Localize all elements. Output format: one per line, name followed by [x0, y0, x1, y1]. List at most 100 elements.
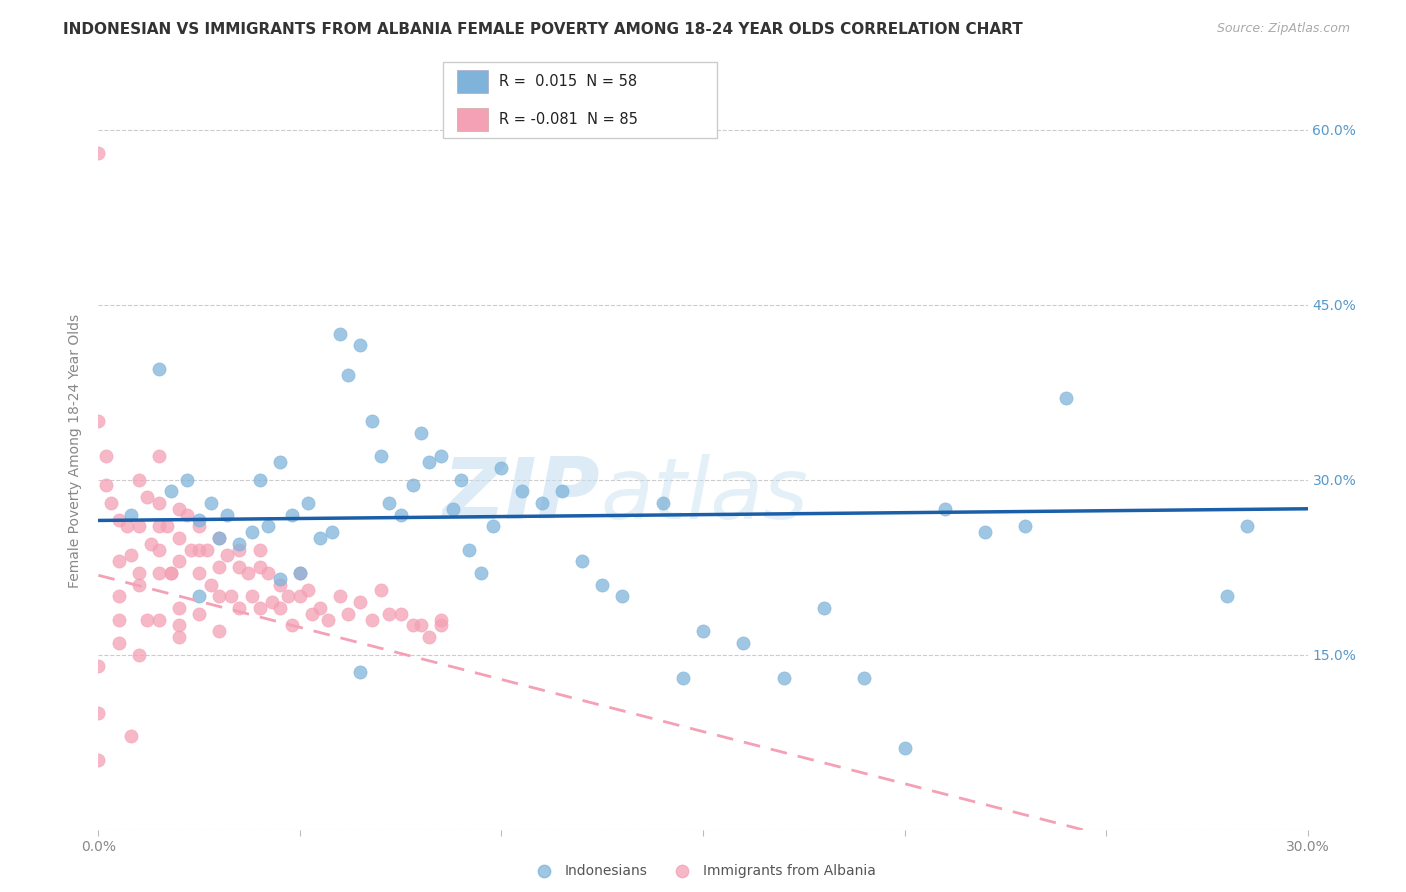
Point — [470, 566, 492, 580]
Point — [236, 566, 259, 580]
Point — [167, 618, 190, 632]
Point — [221, 589, 243, 603]
Point — [430, 450, 453, 464]
Point — [672, 671, 695, 685]
Point — [441, 501, 464, 516]
Point — [651, 496, 673, 510]
Point — [87, 146, 110, 161]
Point — [148, 566, 170, 580]
Point — [853, 671, 876, 685]
Point — [269, 577, 291, 591]
Point — [188, 589, 211, 603]
Point — [281, 508, 304, 522]
Point — [160, 566, 183, 580]
Point — [510, 484, 533, 499]
Point — [571, 554, 593, 568]
Point — [934, 501, 956, 516]
Point — [167, 501, 190, 516]
Point — [195, 542, 218, 557]
Point — [188, 566, 211, 580]
Point — [337, 368, 360, 382]
Point — [107, 513, 129, 527]
Point — [277, 589, 299, 603]
Point — [188, 513, 211, 527]
Point — [370, 450, 392, 464]
Point — [107, 554, 129, 568]
Point — [228, 537, 250, 551]
Point — [128, 648, 150, 662]
Point — [409, 618, 432, 632]
Point — [733, 636, 755, 650]
Point — [96, 450, 118, 464]
Point — [482, 519, 505, 533]
Point — [329, 589, 352, 603]
Point — [240, 525, 263, 540]
Point — [297, 496, 319, 510]
Point — [160, 484, 183, 499]
Point — [301, 607, 323, 621]
Point — [813, 601, 835, 615]
Point — [772, 671, 794, 685]
Point — [87, 706, 110, 720]
Point — [135, 613, 157, 627]
Point — [188, 542, 211, 557]
Legend: Indonesians, Immigrants from Albania: Indonesians, Immigrants from Albania — [524, 858, 882, 883]
Text: atlas: atlas — [600, 454, 808, 538]
Point — [148, 519, 170, 533]
Point — [160, 566, 183, 580]
Point — [167, 601, 190, 615]
Point — [208, 624, 231, 639]
Point — [100, 496, 122, 510]
Point — [612, 589, 634, 603]
Point — [402, 478, 425, 492]
Point — [288, 566, 311, 580]
Point — [430, 618, 453, 632]
Point — [217, 508, 239, 522]
Point — [349, 338, 371, 352]
Point — [228, 601, 250, 615]
Point — [491, 461, 513, 475]
Point — [249, 601, 271, 615]
Point — [430, 613, 453, 627]
Point — [128, 519, 150, 533]
Point — [1216, 589, 1239, 603]
Point — [167, 554, 190, 568]
Point — [337, 607, 360, 621]
Point — [260, 595, 283, 609]
Point — [128, 577, 150, 591]
Point — [148, 361, 170, 376]
Point — [893, 740, 915, 755]
Point — [200, 496, 222, 510]
Point — [974, 525, 997, 540]
Point — [1054, 391, 1077, 405]
Point — [1014, 519, 1036, 533]
Point — [692, 624, 714, 639]
Point — [288, 589, 311, 603]
Point — [530, 496, 553, 510]
Text: R = -0.081  N = 85: R = -0.081 N = 85 — [499, 112, 638, 127]
Point — [208, 589, 231, 603]
Point — [148, 613, 170, 627]
Point — [228, 560, 250, 574]
Point — [288, 566, 311, 580]
Point — [148, 542, 170, 557]
Point — [591, 577, 613, 591]
Point — [402, 618, 425, 632]
Point — [240, 589, 263, 603]
Point — [208, 531, 231, 545]
Point — [256, 519, 278, 533]
Point — [128, 473, 150, 487]
Point — [200, 577, 222, 591]
Point — [309, 531, 332, 545]
Point — [361, 414, 384, 428]
Point — [389, 607, 412, 621]
Point — [96, 478, 118, 492]
Point — [107, 636, 129, 650]
Text: R =  0.015  N = 58: R = 0.015 N = 58 — [499, 74, 637, 89]
Point — [249, 473, 271, 487]
Point — [87, 659, 110, 673]
Point — [228, 542, 250, 557]
Point — [148, 496, 170, 510]
Point — [217, 549, 239, 563]
Point — [458, 542, 481, 557]
